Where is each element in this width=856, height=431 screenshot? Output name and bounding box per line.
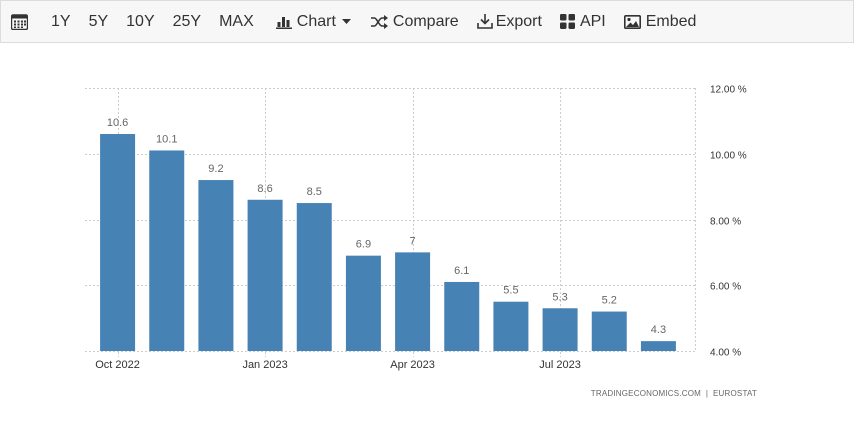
bar-chart-icon [275,17,292,29]
source-provider: EUROSTAT [713,389,757,398]
bar-value-label: 9.2 [208,163,223,175]
source-site: TRADINGECONOMICS.COM [590,389,702,398]
source-credit: TRADINGECONOMICS.COM | EUROSTAT [591,389,757,398]
x-tick-label: Apr 2023 [390,359,435,371]
export-button[interactable]: Export [468,0,551,43]
x-tick-label: Oct 2022 [95,359,140,371]
range-max-button[interactable]: MAX [219,12,254,30]
bar [493,301,529,351]
source-separator: | [703,389,711,398]
bar [640,341,676,351]
y-tick-label: 12.00 % [710,85,747,96]
bar-value-label: 7 [410,235,416,247]
bar [591,311,627,351]
range-1y-button[interactable]: 1Y [51,12,71,30]
x-tick-label: Jul 2023 [539,359,581,371]
compare-button[interactable]: Compare [362,0,468,43]
bar [100,134,136,351]
x-tick-label: Jan 2023 [242,359,287,371]
calendar-icon [11,13,28,30]
y-tick-label: 10.00 % [710,151,747,162]
embed-label: Embed [645,12,697,30]
download-icon [476,14,493,29]
bar-value-label: 4.3 [651,324,666,336]
y-tick-label: 4.00 % [710,348,741,359]
grid-icon [559,14,575,29]
export-label: Export [495,12,542,30]
calendar-button[interactable] [1,0,42,43]
shuffle-icon [370,14,388,29]
y-tick-label: 6.00 % [710,282,741,293]
bar-value-label: 5.3 [552,291,567,303]
bar [542,308,578,351]
bar-value-label: 6.1 [454,265,469,277]
bar-value-label: 5.2 [602,295,617,307]
bar [296,203,332,351]
bar [444,281,480,351]
bar [149,150,185,351]
range-10y-button[interactable]: 10Y [126,12,155,30]
caret-down-icon [341,18,351,24]
bar [198,180,234,351]
bar-value-label: 8.6 [257,183,272,195]
range-5y-button[interactable]: 5Y [88,12,109,30]
range-25y-button[interactable]: 25Y [172,12,202,30]
chart-label: Chart [296,12,336,30]
compare-label: Compare [392,12,459,30]
api-label: API [579,12,606,30]
bar-value-label: 10.1 [156,133,177,145]
bar [395,252,431,351]
bar [247,199,283,351]
chart-type-dropdown[interactable]: Chart [267,0,360,43]
bar-value-label: 8.5 [307,186,322,198]
image-icon [623,14,641,29]
y-tick-label: 8.00 % [710,217,741,228]
bar-value-label: 6.9 [356,239,371,251]
bar-value-label: 5.5 [503,285,518,297]
bar-value-label: 10.6 [107,117,128,129]
api-button[interactable]: API [551,0,615,43]
chart-toolbar: 1Y 5Y 10Y 25Y MAX Chart Compare Export [0,0,854,43]
chart-area: 4.00 % 6.00 % 8.00 % 10.00 % 12.00 % 10.6 10.1… [0,44,856,426]
embed-button[interactable]: Embed [615,0,706,43]
bar-chart: 4.00 % 6.00 % 8.00 % 10.00 % 12.00 % 10.6 10.1… [85,85,747,371]
bar [345,255,381,351]
